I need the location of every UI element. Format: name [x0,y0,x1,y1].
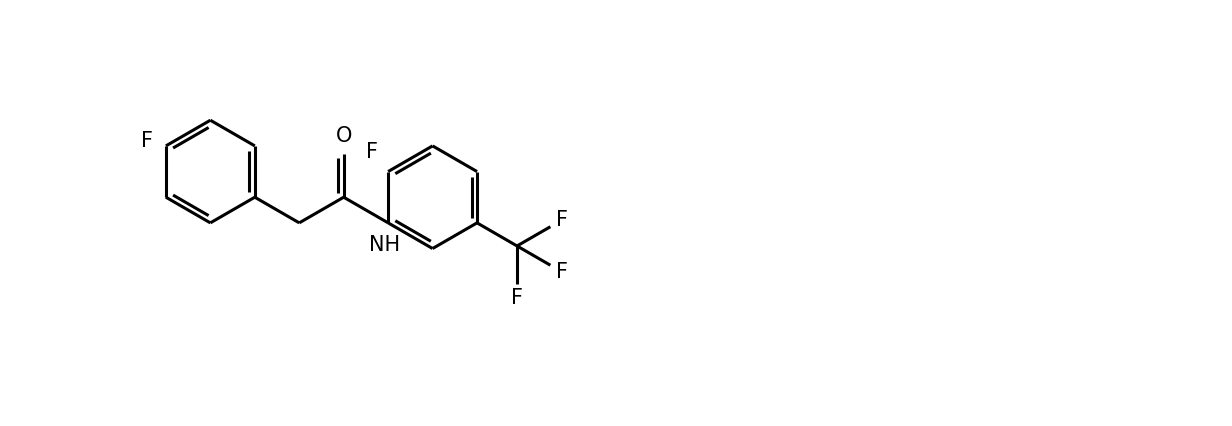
Text: F: F [557,210,568,230]
Text: NH: NH [368,235,399,255]
Text: F: F [557,262,568,282]
Text: F: F [511,288,524,308]
Text: F: F [142,131,153,151]
Text: O: O [335,126,352,146]
Text: F: F [366,142,378,162]
